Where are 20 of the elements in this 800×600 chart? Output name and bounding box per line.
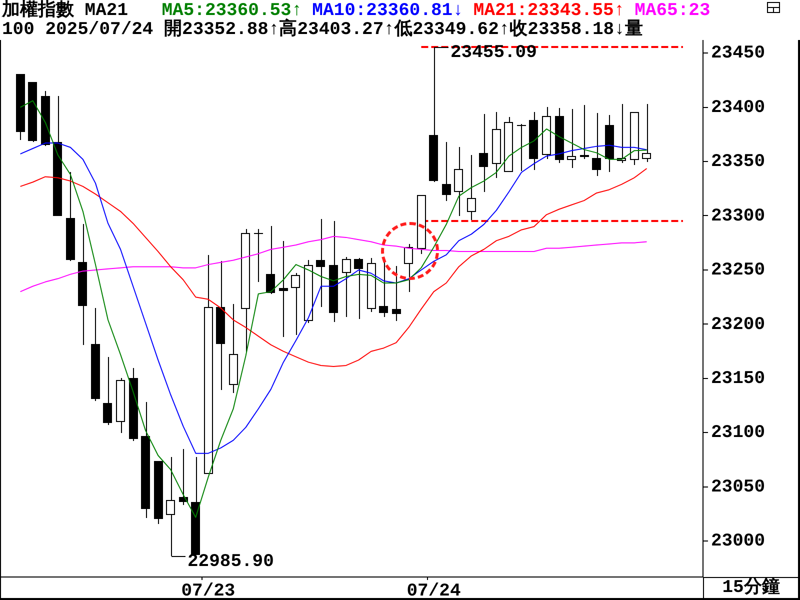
x-axis-title: 15分鐘 <box>722 578 780 598</box>
annotation: 23455.09 <box>450 43 537 64</box>
y-tick-label: 23250 <box>711 260 766 281</box>
text: MA21:23343.55↑ <box>473 1 625 21</box>
y-tick-label: 23150 <box>711 369 766 390</box>
y-tick-label: 23200 <box>711 314 766 335</box>
y-tick-label: 23300 <box>711 206 766 226</box>
text: MA10:23360.81↓ <box>312 1 464 21</box>
y-tick-label: 23450 <box>711 44 766 64</box>
chart-subtitle: 100 2025/07/24 開23352.88↑高23403.27↑低23349.62↑收23358.18↓量 <box>2 20 643 40</box>
x-tick-label: 07/23 <box>181 581 236 600</box>
y-tick-label: 23000 <box>711 532 766 552</box>
chart-title: 加權指數 MA21 <box>2 1 128 21</box>
annotation: 22985.90 <box>188 552 274 572</box>
y-tick-label: 23100 <box>711 423 766 444</box>
x-tick-label: 07/24 <box>406 581 461 600</box>
y-tick-label: 23350 <box>711 152 766 172</box>
text: MA65:23 <box>634 1 710 21</box>
y-tick-label: 23400 <box>711 98 766 118</box>
y-tick-label: 23050 <box>711 477 766 498</box>
